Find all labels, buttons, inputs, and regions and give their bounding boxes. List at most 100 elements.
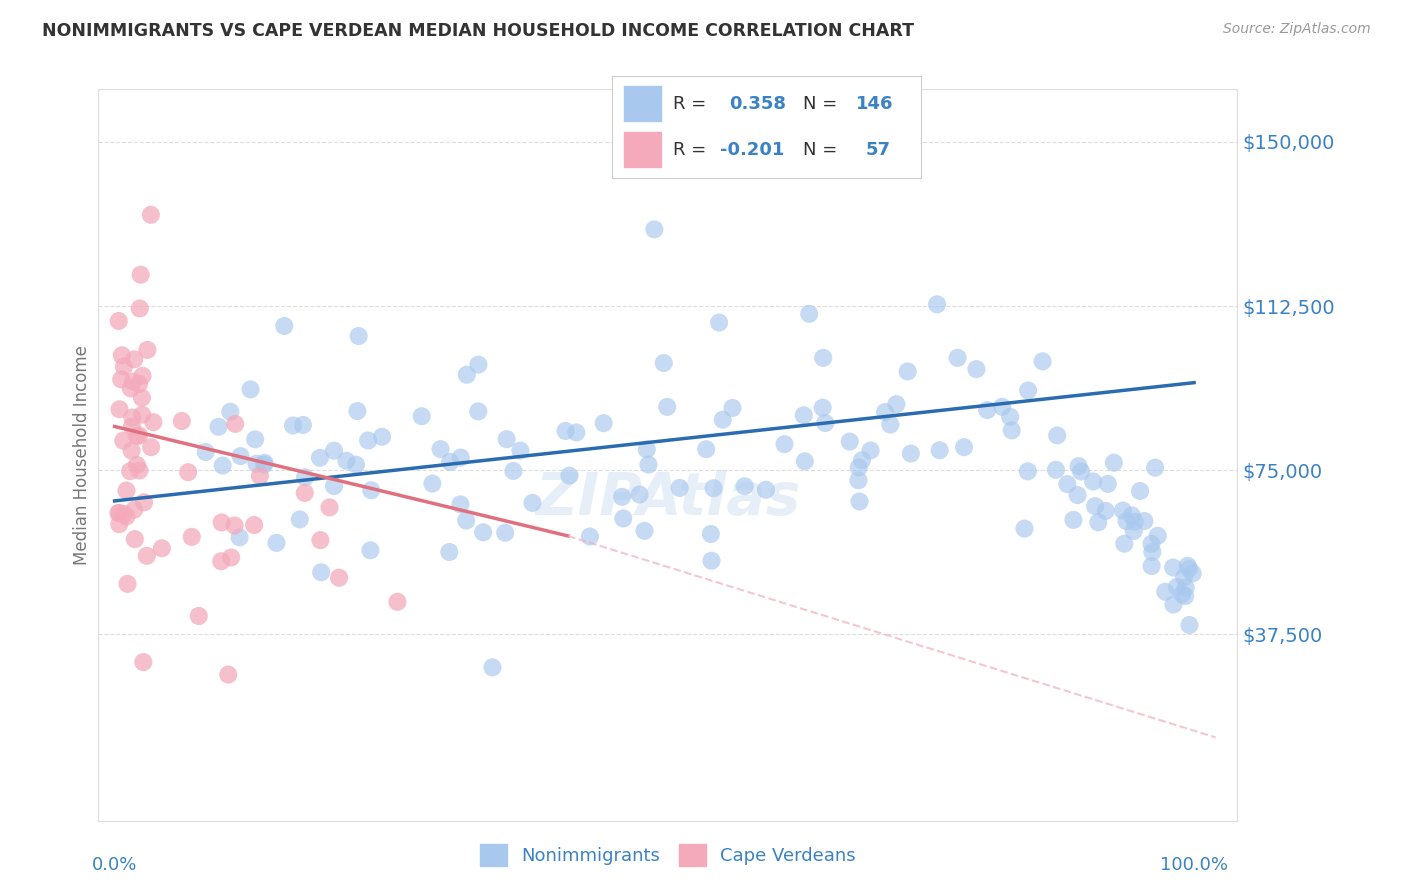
Point bbox=[628, 487, 651, 501]
Point bbox=[1014, 522, 1036, 536]
Point bbox=[411, 409, 433, 424]
Point bbox=[1146, 529, 1168, 543]
Point bbox=[209, 554, 232, 568]
Point bbox=[637, 458, 659, 472]
Point bbox=[360, 483, 382, 498]
Point bbox=[110, 372, 132, 386]
Point bbox=[243, 518, 266, 533]
Point bbox=[734, 479, 756, 493]
Point bbox=[711, 413, 734, 427]
Point bbox=[429, 442, 451, 456]
Point bbox=[170, 414, 193, 428]
Point bbox=[1017, 464, 1039, 478]
Point bbox=[187, 609, 209, 624]
Point bbox=[1161, 560, 1184, 574]
Point bbox=[125, 458, 148, 472]
Text: NONIMMIGRANTS VS CAPE VERDEAN MEDIAN HOUSEHOLD INCOME CORRELATION CHART: NONIMMIGRANTS VS CAPE VERDEAN MEDIAN HOU… bbox=[42, 22, 914, 40]
Point bbox=[132, 495, 155, 509]
Point bbox=[1017, 384, 1039, 398]
Point bbox=[107, 314, 129, 328]
Point bbox=[467, 358, 489, 372]
Point bbox=[700, 527, 723, 541]
Point bbox=[1154, 584, 1177, 599]
Bar bbox=[624, 132, 661, 167]
Point bbox=[422, 476, 444, 491]
Point bbox=[108, 517, 131, 532]
Point bbox=[253, 456, 276, 470]
Point bbox=[851, 453, 873, 467]
Point bbox=[1046, 428, 1069, 442]
Point bbox=[347, 329, 370, 343]
Point bbox=[897, 364, 920, 378]
Point bbox=[793, 454, 815, 468]
Point bbox=[288, 512, 311, 526]
Point bbox=[111, 348, 134, 362]
Point bbox=[886, 397, 908, 411]
Point bbox=[387, 595, 409, 609]
Point bbox=[1114, 537, 1136, 551]
Point bbox=[281, 418, 304, 433]
Point bbox=[721, 401, 744, 415]
Point bbox=[128, 428, 150, 442]
Point bbox=[495, 432, 517, 446]
Point bbox=[1122, 524, 1144, 538]
Point bbox=[112, 359, 135, 374]
Point bbox=[925, 297, 948, 311]
Point bbox=[439, 545, 461, 559]
Point bbox=[1032, 354, 1054, 368]
Point bbox=[139, 440, 162, 454]
Point bbox=[1084, 499, 1107, 513]
Point bbox=[117, 577, 139, 591]
Point bbox=[1178, 618, 1201, 632]
Point bbox=[136, 343, 159, 357]
Point bbox=[900, 446, 922, 460]
Text: N =: N = bbox=[803, 141, 838, 159]
Point bbox=[976, 403, 998, 417]
Point bbox=[142, 415, 165, 429]
Text: Source: ZipAtlas.com: Source: ZipAtlas.com bbox=[1223, 22, 1371, 37]
Point bbox=[793, 409, 815, 423]
Point bbox=[139, 208, 162, 222]
Point bbox=[131, 368, 153, 383]
Point bbox=[1173, 570, 1195, 584]
Text: N =: N = bbox=[803, 95, 838, 112]
Point bbox=[125, 429, 148, 443]
Point bbox=[328, 571, 350, 585]
Point bbox=[107, 506, 129, 520]
Point bbox=[294, 470, 316, 484]
Y-axis label: Median Household Income: Median Household Income bbox=[73, 345, 91, 565]
Point bbox=[1083, 475, 1105, 489]
Point bbox=[707, 316, 730, 330]
Point bbox=[294, 486, 316, 500]
Point bbox=[773, 437, 796, 451]
Point bbox=[177, 465, 200, 479]
Point bbox=[472, 525, 495, 540]
Point bbox=[132, 655, 155, 669]
Point bbox=[848, 494, 870, 508]
Point bbox=[1066, 488, 1088, 502]
Point bbox=[371, 430, 394, 444]
Point bbox=[120, 464, 142, 478]
Text: 100.0%: 100.0% bbox=[1160, 855, 1227, 873]
Point bbox=[122, 502, 145, 516]
Point bbox=[122, 352, 145, 367]
Legend: Nonimmigrants, Cape Verdeans: Nonimmigrants, Cape Verdeans bbox=[479, 845, 856, 866]
Point bbox=[965, 362, 987, 376]
Point bbox=[243, 433, 266, 447]
Point bbox=[124, 532, 146, 546]
Point bbox=[579, 529, 602, 543]
Point bbox=[1121, 508, 1143, 523]
Point bbox=[1123, 515, 1146, 529]
Point bbox=[1166, 580, 1188, 594]
Point bbox=[953, 440, 976, 454]
Point bbox=[1171, 587, 1194, 601]
Point bbox=[219, 550, 242, 565]
Point bbox=[502, 464, 524, 478]
Point bbox=[668, 481, 690, 495]
Point bbox=[359, 543, 381, 558]
Point bbox=[245, 457, 267, 471]
Point bbox=[150, 541, 173, 556]
Point bbox=[657, 400, 679, 414]
Text: -0.201: -0.201 bbox=[720, 141, 785, 159]
Point bbox=[449, 497, 471, 511]
